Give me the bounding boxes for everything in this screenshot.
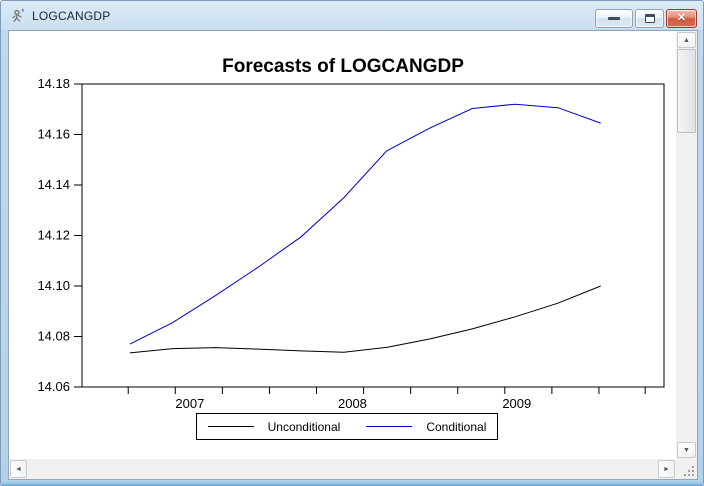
x-axis-tick-label: 2009 (502, 396, 531, 411)
legend-item-conditional: Conditional (366, 420, 486, 434)
graph-canvas: 14.06 14.08 14.10 14.12 14.14 14.16 14.18 2007 2… (37, 76, 665, 411)
minimize-icon (608, 17, 620, 20)
scroll-up-button[interactable]: ▲ (677, 32, 696, 48)
minimize-button[interactable] (595, 9, 633, 28)
legend-item-unconditional: Unconditional (207, 419, 341, 434)
y-axis-tick-label: 14.16 (37, 127, 70, 142)
vertical-scroll-thumb[interactable] (677, 49, 696, 133)
unconditional-line-swatch-icon (207, 426, 254, 427)
y-axis-tick-label: 14.12 (37, 228, 70, 243)
y-axis-tick-label: 14.14 (37, 177, 70, 192)
legend-label-conditional: Conditional (426, 419, 487, 434)
scroll-left-button[interactable]: ◄ (10, 460, 27, 478)
close-button[interactable]: ✕ (666, 9, 697, 28)
vertical-scrollbar[interactable]: ▲ ▼ (676, 31, 697, 459)
y-axis-tick-label: 14.10 (37, 278, 70, 293)
restore-icon (644, 14, 655, 23)
scroll-down-icon: ▼ (683, 446, 690, 454)
conditional-line-swatch-icon (366, 426, 413, 427)
scroll-right-button[interactable]: ► (658, 460, 675, 478)
scroll-right-icon: ► (663, 465, 670, 473)
window-title: LOGCANGDP (32, 8, 111, 23)
client-area: 14.06 14.08 14.10 14.12 14.14 14.16 14.18 2007 2… (8, 30, 698, 480)
series-conditional-line (129, 103, 601, 345)
legend-box[interactable]: Unconditional Conditional (196, 413, 498, 440)
plot-frame (81, 83, 665, 388)
y-axis-tick-label: 14.06 (37, 379, 70, 394)
graph-title: Forecasts of LOGCANGDP (222, 56, 464, 77)
title-bar[interactable]: LOGCANGDP (1, 1, 703, 30)
restore-button[interactable] (635, 9, 664, 28)
close-icon: ✕ (676, 12, 687, 24)
x-axis-tick-label: 2008 (338, 396, 367, 411)
window-icon (10, 8, 26, 24)
horizontal-scrollbar[interactable]: ◄ ► (9, 459, 676, 479)
scroll-down-button[interactable]: ▼ (677, 442, 696, 458)
y-axis-tick-label: 14.18 (37, 76, 70, 91)
scrollbar-corner (676, 459, 697, 479)
graph-object[interactable]: 14.06 14.08 14.10 14.12 14.14 14.16 14.18 2007 2… (9, 31, 677, 459)
resize-grip-icon[interactable] (680, 462, 694, 476)
scroll-left-icon: ◄ (15, 465, 22, 473)
y-axis-tick-label: 14.08 (37, 329, 70, 344)
series-unconditional-line (129, 285, 601, 354)
x-axis-tick-label: 2007 (175, 396, 204, 411)
window-controls: ✕ (595, 9, 697, 28)
scroll-up-icon: ▲ (683, 36, 690, 44)
legend-label-unconditional: Unconditional (267, 419, 341, 434)
